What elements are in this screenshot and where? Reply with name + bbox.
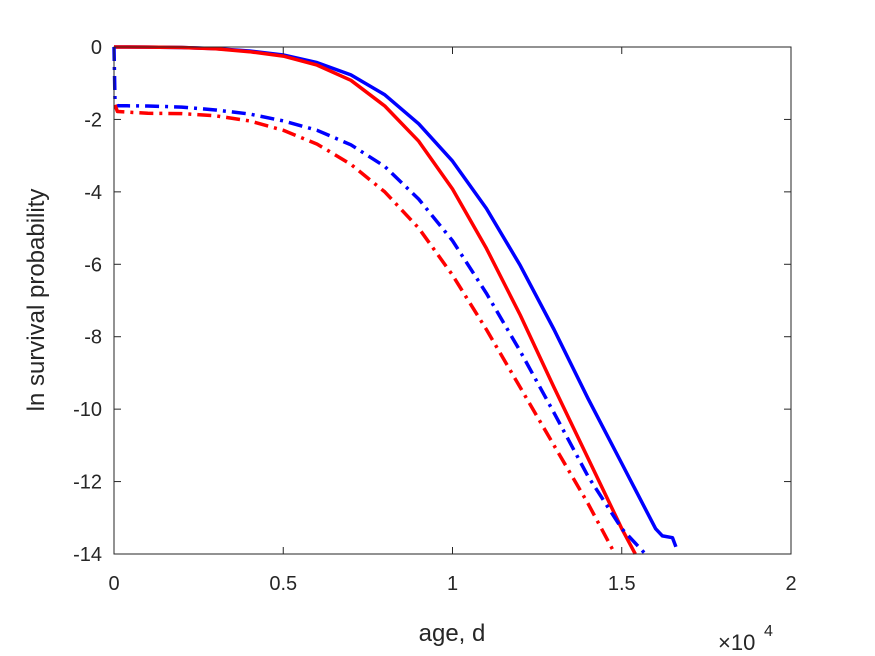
x-tick-label: 0: [108, 573, 119, 595]
y-tick-label: -12: [73, 472, 102, 494]
x-axis-label: age, d: [419, 620, 486, 647]
y-tick-label: -10: [73, 399, 102, 421]
series-line-3-dashdot: [112, 46, 647, 556]
y-tick-label: 0: [91, 37, 102, 59]
series-line-2-solid: [113, 45, 637, 555]
y-tick-label: -2: [84, 109, 102, 131]
y-tick-label: -4: [84, 182, 102, 204]
x-tick-labels: 0 0.5 1 1.5 2: [108, 573, 796, 595]
series-line-4-dashdot: [113, 104, 617, 555]
x-multiplier-exponent: 4: [764, 623, 773, 640]
y-tick-label: -8: [84, 327, 102, 349]
y-tick-label: -14: [73, 544, 102, 566]
y-tick-labels: 0 -2 -4 -6 -8 -10 -12 -14: [73, 37, 102, 566]
ticks-layer: [113, 46, 792, 555]
x-multiplier-base: ×10: [718, 630, 755, 655]
x-tick-label: 1.5: [608, 573, 636, 595]
x-tick-label: 1: [447, 573, 458, 595]
y-axis-label: ln survival probability: [23, 189, 50, 412]
plot-background: [114, 47, 791, 554]
x-tick-label: 0.5: [269, 573, 297, 595]
series-layer: [112, 45, 678, 556]
y-tick-label: -6: [84, 254, 102, 276]
x-tick-label: 2: [785, 573, 796, 595]
